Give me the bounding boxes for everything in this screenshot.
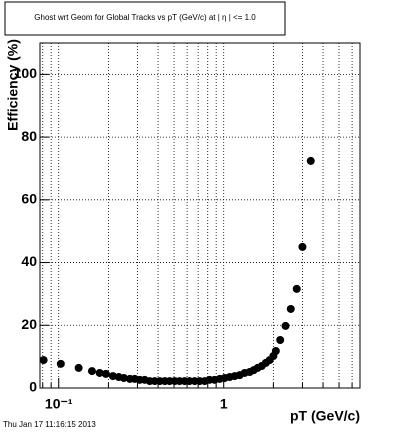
data-point <box>101 369 110 378</box>
y-axis-label: Efficiency (%) <box>5 39 21 131</box>
data-point <box>87 367 96 376</box>
footer: Thu Jan 17 11:16:15 2013 <box>3 420 96 429</box>
data-point <box>119 373 128 382</box>
data-point <box>292 284 301 293</box>
x-tick-label: 1 <box>220 396 228 412</box>
data-point <box>306 156 315 165</box>
y-tick-label: 100 <box>14 65 38 81</box>
data-point <box>39 356 48 365</box>
data-point <box>298 242 307 251</box>
x-tick-label: 10⁻¹ <box>45 396 73 412</box>
chart-title: Ghost wrt Geom for Global Tracks vs pT (… <box>34 13 256 22</box>
data-point <box>286 304 295 313</box>
data-point <box>281 321 290 330</box>
title-box <box>4 1 286 36</box>
x-axis-label: pT (GeV/c) <box>290 408 360 424</box>
data-point <box>276 336 285 345</box>
y-tick-label: 0 <box>29 379 37 395</box>
plot-frame <box>39 42 361 389</box>
y-tick-label: 20 <box>21 316 37 332</box>
y-tick-label: 80 <box>21 128 37 144</box>
data-point <box>95 368 104 377</box>
data-point <box>74 363 83 372</box>
y-tick-label: 40 <box>21 253 37 269</box>
y-tick-label: 60 <box>21 191 37 207</box>
data-point <box>56 359 65 368</box>
data-point <box>271 346 280 355</box>
